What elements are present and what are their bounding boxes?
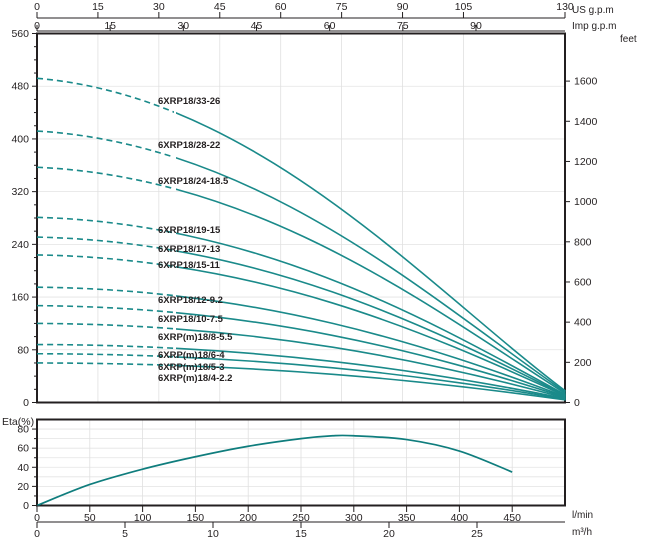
pump-curve-solid [176, 328, 566, 399]
top-axis-us-gpm: 0 15 30 45 60 75 90 105 130 US g.p.m [34, 1, 614, 19]
imp-gpm-tick-label: 15 [104, 20, 116, 32]
us-gpm-tick-label: 130 [556, 1, 574, 13]
head-y-tick-label: 320 [11, 186, 29, 198]
head-y-tick-label: 560 [11, 28, 29, 40]
head-chart-plot: 0 80 160 240 320 400 480 560 0 200 400 600 800 1000 1… [11, 28, 636, 409]
pump-curve-dashed [36, 130, 174, 159]
pump-curve-label: 6XRP18/10-7.5 [158, 314, 224, 325]
pump-curve-solid [176, 311, 566, 399]
feet-tick-label: 600 [574, 276, 592, 288]
pump-curve-label: 6XRP18/33-26 [158, 96, 220, 107]
eta-y-tick-label: 20 [17, 481, 29, 493]
bottom-axis-m3h: 0 5 10 15 20 25 m³/h [34, 521, 592, 540]
lmin-tick-label: 200 [239, 512, 257, 524]
m3h-tick-label: 0 [34, 528, 40, 540]
pump-curve-label: 6XRP18/12-9.2 [158, 295, 223, 306]
pump-curve-dashed [36, 166, 174, 190]
imp-gpm-tick-label: 75 [397, 20, 409, 32]
us-gpm-unit-label: US g.p.m [572, 5, 614, 16]
pump-curve-solid [176, 232, 566, 396]
pump-curve-label: 6XRP18/28-22 [158, 140, 220, 151]
pump-curve-label: 6XRP(m)18/4-2.2 [158, 373, 232, 384]
us-gpm-tick-label: 15 [92, 1, 104, 13]
us-gpm-tick-label: 60 [275, 1, 287, 13]
eta-axis-title: Eta(%) [2, 416, 34, 428]
pump-curve-solid [176, 265, 566, 397]
eta-y-tick-label: 80 [17, 424, 29, 436]
pump-curve-solid [176, 188, 566, 395]
feet-unit-label: feet [620, 34, 637, 45]
eta-y-tick-label: 0 [23, 500, 29, 512]
lmin-tick-label: 50 [84, 512, 96, 524]
m3h-tick-label: 5 [122, 528, 128, 540]
lmin-tick-label: 400 [451, 512, 469, 524]
feet-tick-label: 0 [574, 397, 580, 409]
lmin-tick-label: 250 [292, 512, 310, 524]
us-gpm-tick-label: 75 [336, 1, 348, 13]
feet-tick-label: 1200 [574, 156, 598, 168]
pump-curve-solid [176, 356, 566, 401]
us-gpm-tick-label: 30 [153, 1, 165, 13]
imp-gpm-tick-label: 90 [470, 20, 482, 32]
feet-tick-label: 1400 [574, 116, 598, 128]
pump-curve-label: 6XRP18/17-13 [158, 244, 220, 255]
eta-y-tick-label: 40 [17, 462, 29, 474]
pump-curve-solid [176, 112, 566, 392]
lmin-tick-label: 100 [134, 512, 152, 524]
lmin-tick-label: 150 [187, 512, 205, 524]
feet-tick-label: 1600 [574, 76, 598, 88]
pump-curve-label: 6XRP18/19-15 [158, 225, 221, 236]
lmin-tick-label: 300 [345, 512, 363, 524]
head-y-tick-label: 160 [11, 292, 29, 304]
top-axis-imp-gpm: 0 15 30 45 60 75 90 Imp g.p.m [34, 20, 616, 32]
m3h-unit-label: m³/h [572, 527, 592, 538]
bottom-axis-lmin: 0 50 100 150 200 250 300 350 400 450 l/min [34, 505, 593, 524]
feet-tick-label: 200 [574, 357, 592, 369]
imp-gpm-tick-label: 60 [324, 20, 336, 32]
lmin-tick-label: 450 [503, 512, 521, 524]
imp-gpm-tick-label: 0 [34, 20, 40, 32]
m3h-tick-label: 10 [207, 528, 219, 540]
feet-tick-label: 400 [574, 317, 592, 329]
head-y-tick-label: 480 [11, 81, 29, 93]
pump-curve-solid [176, 364, 566, 401]
efficiency-curve [36, 434, 513, 507]
lmin-unit-label: l/min [572, 510, 593, 521]
m3h-tick-label: 20 [383, 528, 395, 540]
pump-curve-dashed [36, 77, 174, 114]
efficiency-chart-plot: Eta(%) 0 20 40 60 80 [2, 416, 566, 512]
head-chart-frame [36, 32, 566, 404]
m3h-tick-label: 25 [471, 528, 483, 540]
imp-gpm-unit-label: Imp g.p.m [572, 21, 616, 32]
feet-tick-label: 1000 [574, 196, 598, 208]
m3h-tick-label: 15 [295, 528, 307, 540]
head-y-tick-label: 400 [11, 133, 29, 145]
pump-curve-label: 6XRP(m)18/6-4 [158, 350, 225, 361]
pump-curve-solid [176, 157, 566, 393]
us-gpm-tick-label: 90 [397, 1, 409, 13]
eta-y-tick-label: 60 [17, 443, 29, 455]
us-gpm-tick-label: 0 [34, 1, 40, 13]
pump-curve-solid [176, 250, 566, 397]
pump-curve-label: 6XRP18/24-18.5 [158, 176, 229, 187]
head-y-tick-label: 80 [17, 344, 29, 356]
us-gpm-tick-label: 105 [455, 1, 473, 13]
us-gpm-tick-label: 45 [214, 1, 226, 13]
imp-gpm-tick-label: 45 [251, 20, 263, 32]
pump-curve-solid [176, 295, 566, 398]
lmin-tick-label: 350 [398, 512, 416, 524]
pump-curve-label: 6XRP18/15-11 [158, 260, 221, 271]
lmin-tick-label: 0 [34, 512, 40, 524]
pump-curve-solid [176, 347, 566, 400]
imp-gpm-tick-label: 30 [177, 20, 189, 32]
pump-curve-label: 6XRP(m)18/8-5.5 [158, 332, 233, 343]
feet-tick-label: 800 [574, 236, 592, 248]
head-y-tick-label: 240 [11, 239, 29, 251]
head-y-tick-label: 0 [23, 397, 29, 409]
pump-curve-label: 6XRP(m)18/5-3 [158, 362, 225, 373]
